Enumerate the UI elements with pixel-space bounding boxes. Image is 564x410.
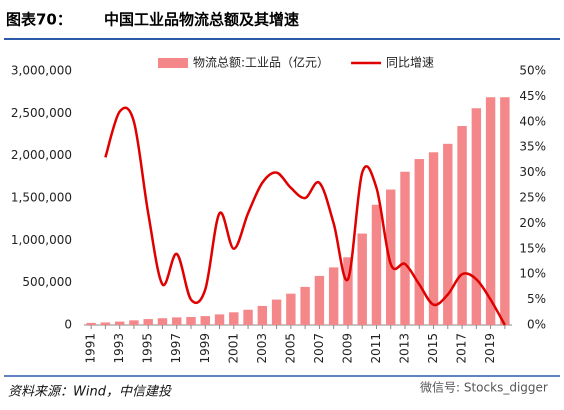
bar — [257, 305, 268, 325]
bar — [428, 152, 439, 325]
bar — [200, 316, 210, 325]
bar — [100, 322, 111, 325]
x-tick-label: 2001 — [226, 333, 240, 364]
source: 资料来源：Wind，中信建投 — [8, 385, 172, 400]
y2-tick-label: 5% — [527, 292, 546, 306]
bar — [172, 317, 182, 325]
y2-tick-label: 25% — [519, 191, 546, 205]
bar — [485, 97, 496, 325]
y2-tick-label: 30% — [519, 165, 546, 179]
bar — [286, 293, 296, 325]
bar — [229, 312, 239, 325]
x-tick-label: 1997 — [169, 333, 183, 364]
bar — [214, 314, 225, 325]
bar — [471, 108, 482, 326]
bar — [443, 143, 453, 325]
bar — [314, 275, 325, 325]
x-tick-label: 2013 — [398, 333, 412, 364]
bar — [143, 319, 153, 325]
y2-tick-label: 50% — [519, 64, 546, 78]
x-tick-label: 1993 — [112, 333, 126, 364]
watermark: 微信号: Stocks_digger — [420, 381, 548, 395]
bar — [386, 189, 396, 325]
y-tick-label: 2,500,000 — [11, 106, 72, 120]
x-tick-label: 2019 — [483, 333, 497, 364]
x-tick-label: 1999 — [198, 333, 212, 364]
x-tick-label: 2009 — [340, 333, 354, 364]
bar — [157, 318, 168, 325]
y2-tick-label: 20% — [519, 216, 546, 230]
y2-tick-label: 40% — [519, 114, 546, 128]
bar — [300, 286, 310, 325]
x-tick-label: 2005 — [283, 333, 297, 364]
y-tick-label: 500,000 — [22, 275, 72, 289]
legend-label: 物流总额:工业品（亿元） — [193, 55, 329, 70]
y2-tick-label: 45% — [519, 89, 546, 103]
bar — [129, 320, 139, 325]
y2-tick-label: 35% — [519, 140, 546, 154]
bar — [414, 159, 424, 325]
bar — [500, 97, 510, 325]
figure-label: 图表70： — [6, 11, 72, 29]
bar — [371, 204, 382, 325]
bar — [457, 126, 467, 326]
bar — [114, 321, 125, 325]
y2-tick-label: 10% — [519, 267, 546, 281]
x-tick-label: 2007 — [312, 333, 326, 364]
x-tick-label: 1995 — [141, 333, 155, 364]
legend-label: 同比增速 — [386, 56, 434, 70]
bar — [328, 267, 339, 325]
y-tick-label: 1,000,000 — [11, 233, 72, 247]
bar — [186, 316, 196, 325]
x-tick-label: 2015 — [426, 333, 440, 364]
line — [104, 106, 506, 326]
y-tick-label: 3,000,000 — [11, 64, 72, 78]
y-tick-label: 0 — [64, 318, 72, 332]
y-tick-label: 1,500,000 — [11, 191, 72, 205]
y-tick-label: 2,000,000 — [11, 148, 72, 162]
bar — [243, 309, 253, 325]
legend-swatch — [158, 58, 188, 68]
bar — [343, 257, 353, 325]
x-tick-label: 2003 — [255, 333, 269, 364]
bar — [357, 233, 367, 325]
y2-tick-label: 15% — [519, 241, 546, 255]
x-tick-label: 1991 — [84, 333, 98, 364]
x-tick-label: 2017 — [455, 333, 469, 364]
y2-tick-label: 0% — [527, 318, 546, 332]
bar — [271, 299, 282, 325]
bar — [400, 171, 410, 325]
chart-title: 中国工业品物流总额及其增速 — [104, 11, 299, 29]
bar — [86, 322, 96, 325]
x-tick-label: 2011 — [369, 333, 383, 364]
